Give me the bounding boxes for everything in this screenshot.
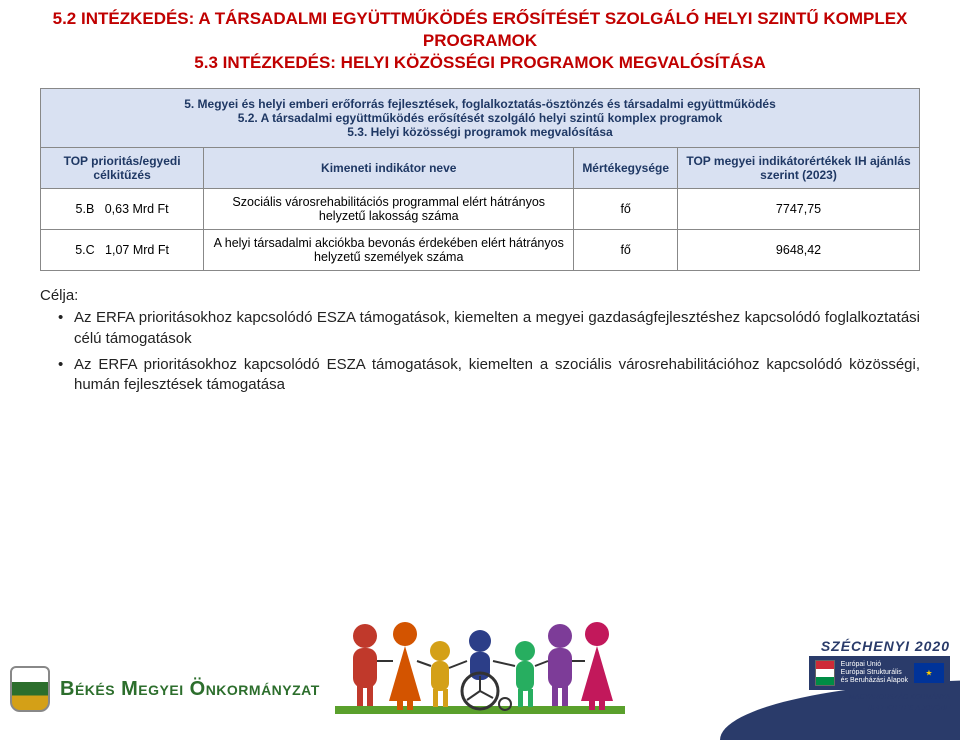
footer: Békés Megyei Önkormányzat SZÉCHENYI 2020… <box>0 640 960 720</box>
main-content: 5. Megyei és helyi emberi erőforrás fejl… <box>0 78 960 395</box>
col-3: TOP megyei indikátorértékek IH ajánlás s… <box>678 148 920 189</box>
county-crest-icon <box>10 666 50 712</box>
cell: 5.C 1,07 Mrd Ft <box>41 230 204 271</box>
header-line-2: 5.3 INTÉZKEDÉS: HELYI KÖZÖSSÉGI PROGRAMO… <box>40 52 920 74</box>
cell: fő <box>574 189 678 230</box>
eu-flag-icon <box>914 663 944 683</box>
table-row: 5.B 0,63 Mrd Ft Szociális városrehabilit… <box>41 189 920 230</box>
goals-section: Célja: Az ERFA prioritásokhoz kapcsolódó… <box>40 287 920 395</box>
gov-label: MAGYARORSZÁG KORMÁNYA <box>849 694 950 701</box>
header-line-1: 5.2 INTÉZKEDÉS: A TÁRSADALMI EGYÜTTMŰKÖD… <box>40 8 920 52</box>
org-name: Békés Megyei Önkormányzat <box>60 678 320 701</box>
eu-text: Európai Unió Európai Strukturális és Ber… <box>841 661 908 684</box>
hungary-crest-icon <box>815 660 835 686</box>
tagline: BEFEKTETÉS A JÖVŐBE <box>868 705 950 712</box>
table-top-header: 5. Megyei és helyi emberi erőforrás fejl… <box>41 89 920 148</box>
cell: 7747,75 <box>678 189 920 230</box>
eu-block: Európai Unió Európai Strukturális és Ber… <box>809 656 950 690</box>
col-2: Mértékegysége <box>574 148 678 189</box>
footer-left: Békés Megyei Önkormányzat <box>10 666 320 712</box>
cell: 9648,42 <box>678 230 920 271</box>
table-row: 5.C 1,07 Mrd Ft A helyi társadalmi akció… <box>41 230 920 271</box>
list-item: Az ERFA prioritásokhoz kapcsolódó ESZA t… <box>58 355 920 396</box>
col-0: TOP prioritás/egyedi célkitűzés <box>41 148 204 189</box>
cell: Szociális városrehabilitációs programmal… <box>204 189 574 230</box>
cell: A helyi társadalmi akciókba bevonás érde… <box>204 230 574 271</box>
szechenyi-logo: SZÉCHENYI 2020 <box>821 638 950 654</box>
goals-list: Az ERFA prioritásokhoz kapcsolódó ESZA t… <box>40 308 920 395</box>
indicator-table: 5. Megyei és helyi emberi erőforrás fejl… <box>40 88 920 271</box>
page-header: 5.2 INTÉZKEDÉS: A TÁRSADALMI EGYÜTTMŰKÖD… <box>0 0 960 78</box>
list-item: Az ERFA prioritásokhoz kapcsolódó ESZA t… <box>58 308 920 349</box>
cell: fő <box>574 230 678 271</box>
footer-right: SZÉCHENYI 2020 Európai Unió Európai Stru… <box>809 638 950 712</box>
cell: 5.B 0,63 Mrd Ft <box>41 189 204 230</box>
goals-title: Célja: <box>40 287 920 304</box>
col-1: Kimeneti indikátor neve <box>204 148 574 189</box>
